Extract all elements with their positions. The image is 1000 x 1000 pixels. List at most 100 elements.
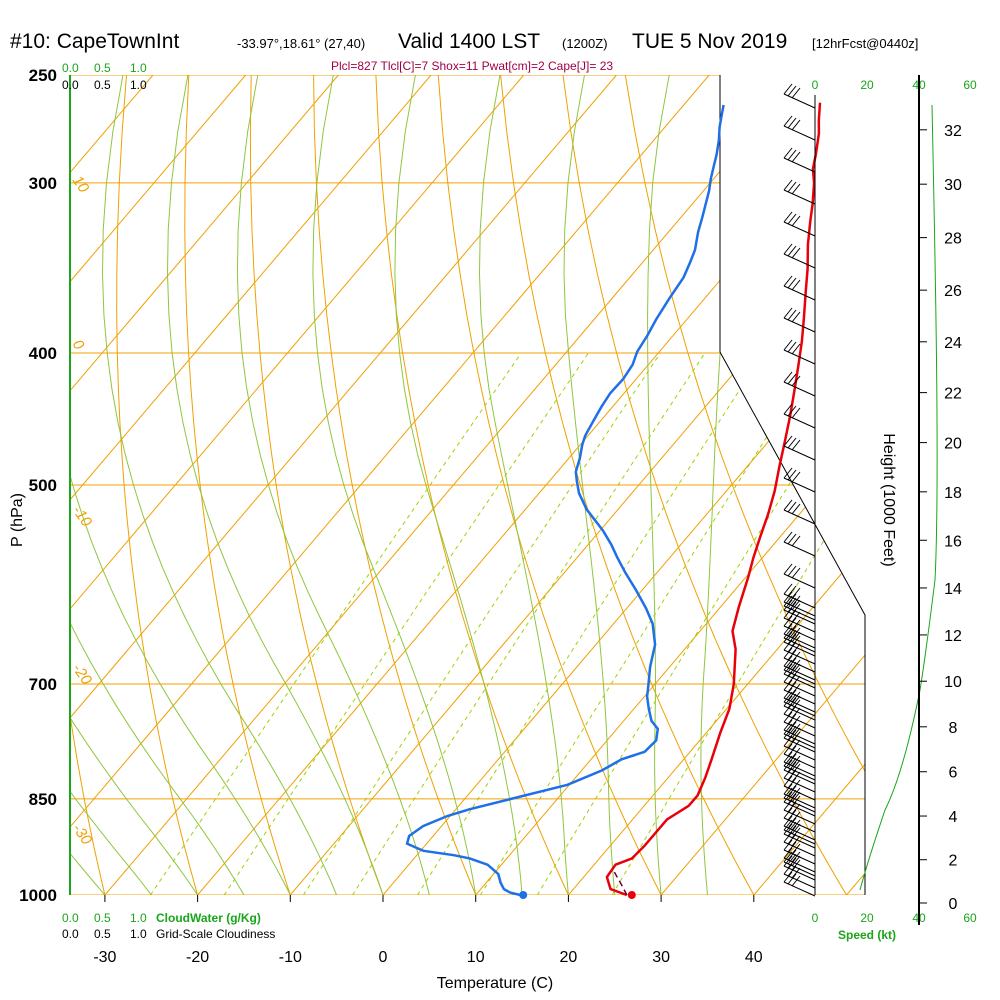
wind-barb-feather xyxy=(791,651,801,663)
cl-bot-tick-2: 1.0 xyxy=(130,927,147,941)
moist-adiabat-line xyxy=(70,75,245,895)
mixing-ratio-line xyxy=(611,352,865,895)
moist-adiabat-line xyxy=(70,75,199,895)
wind-barb-feather xyxy=(791,855,801,867)
wind-barb-feather xyxy=(787,437,797,449)
mixing-ratio-line xyxy=(536,352,865,895)
wind-barb xyxy=(783,317,816,333)
date: TUE 5 Nov 2019 xyxy=(632,30,787,53)
wind-barb-feather xyxy=(783,659,793,671)
theta-label: -10 xyxy=(69,503,96,531)
isotherm-line xyxy=(70,75,339,895)
wind-barb-feather xyxy=(783,783,793,795)
mixing-ratio-line xyxy=(302,352,661,895)
moist-adiabat-line xyxy=(70,75,291,895)
wind-barb-feather xyxy=(787,817,797,829)
wind-barb-feather xyxy=(791,851,801,863)
wind-barb-feather xyxy=(783,655,793,667)
wind-barb-feather xyxy=(787,745,797,757)
wind-barb-feather xyxy=(783,607,793,619)
wind-barb-feather xyxy=(787,617,797,629)
cl-top-tick-1: 0.5 xyxy=(94,78,111,92)
forecast-info: [12hrFcst@0440z] xyxy=(812,36,918,51)
wind-barb-feather xyxy=(791,643,801,655)
wind-barb-feather xyxy=(783,831,793,843)
wind-barb-feather xyxy=(791,779,801,791)
wind-barb-feather xyxy=(787,585,797,597)
wind-barb xyxy=(783,285,816,301)
speed-top-tick-3: 60 xyxy=(963,78,977,92)
height-tick-label: 4 xyxy=(949,809,958,826)
wind-barb-feather xyxy=(791,731,801,743)
wind-barb-feather xyxy=(791,439,801,451)
wind-barb xyxy=(783,477,816,493)
plot-boundary xyxy=(719,75,866,895)
wind-barbs xyxy=(783,83,816,897)
wind-barb-feather xyxy=(791,627,801,639)
wind-barb-feather xyxy=(787,793,797,805)
wind-barb-feather xyxy=(791,683,801,695)
wind-barb-feather xyxy=(787,705,797,717)
speed-label: Speed (kt) xyxy=(838,928,896,942)
wind-barb-feather xyxy=(787,761,797,773)
pressure-tick-label: 250 xyxy=(29,66,57,85)
wind-barb-feather xyxy=(783,583,793,595)
speed-bot-tick-0: 0 xyxy=(812,911,819,925)
wind-barb-feather xyxy=(783,871,793,883)
wind-barb-feather xyxy=(783,563,793,575)
wind-barb xyxy=(783,413,816,429)
cl-bot-tick-1: 0.5 xyxy=(94,927,111,941)
x-tick-label: 10 xyxy=(467,949,485,966)
x-tick-label: -20 xyxy=(186,949,209,966)
wind-barb-feather xyxy=(787,693,797,705)
cw-bot-tick-1: 0.5 xyxy=(94,911,111,925)
moist-adiabat-line xyxy=(394,75,523,895)
wind-barb-feather xyxy=(787,597,797,609)
height-tick-label: 12 xyxy=(944,628,962,645)
wind-barb-feather xyxy=(787,117,797,129)
wind-barb-feather xyxy=(787,673,797,685)
wind-barb-feather xyxy=(787,277,797,289)
wind-barb-feather xyxy=(783,599,793,611)
wind-barb-feather xyxy=(791,375,801,387)
wind-barb-feather xyxy=(791,795,801,807)
wind-barb-feather xyxy=(783,695,793,707)
wind-barb xyxy=(783,189,816,205)
wind-barb-feather xyxy=(783,823,793,835)
wind-barb-feather xyxy=(783,839,793,851)
wind-barb-feather xyxy=(783,791,793,803)
wind-barb-feather xyxy=(791,827,801,839)
wind-barb-feather xyxy=(787,609,797,621)
speed-bot-tick-1: 20 xyxy=(860,911,874,925)
wind-barb-feather xyxy=(787,785,797,797)
wind-barb-feather xyxy=(791,803,801,815)
height-tick-label: 26 xyxy=(944,283,962,300)
wind-barb-feather xyxy=(783,767,793,779)
moist-adiabat-line xyxy=(166,75,384,895)
wind-barb-feather xyxy=(787,801,797,813)
mixing-ratio-label: 20 xyxy=(610,896,630,916)
wind-barb-feather xyxy=(783,787,793,799)
wind-barb-feather xyxy=(783,743,793,755)
wind-barb-feather xyxy=(791,599,801,611)
wind-barb-feather xyxy=(783,307,793,319)
wind-barb-feather xyxy=(787,809,797,821)
wind-barb-feather xyxy=(791,835,801,847)
wind-barb-feather xyxy=(787,849,797,861)
wind-barb-feather xyxy=(791,151,801,163)
pressure-tick-label: 850 xyxy=(29,790,57,809)
wind-barb xyxy=(783,349,816,365)
wind-barb-feather xyxy=(791,819,801,831)
pressure-axis: 250 300 400 500 700 850 1000 xyxy=(19,66,57,905)
x-axis-label: Temperature (C) xyxy=(437,975,553,992)
wind-barb-feather xyxy=(783,759,793,771)
cloudwater-label: CloudWater (g/Kg) xyxy=(156,911,261,925)
wind-barb-feather xyxy=(783,631,793,643)
wind-barb-feather xyxy=(783,691,793,703)
wind-barb xyxy=(783,221,816,237)
wind-barb-feather xyxy=(787,825,797,837)
wind-barb-feather xyxy=(791,843,801,855)
wind-barb-feather xyxy=(787,721,797,733)
speed-top-tick-1: 20 xyxy=(860,78,874,92)
wind-barb-feather xyxy=(791,659,801,671)
